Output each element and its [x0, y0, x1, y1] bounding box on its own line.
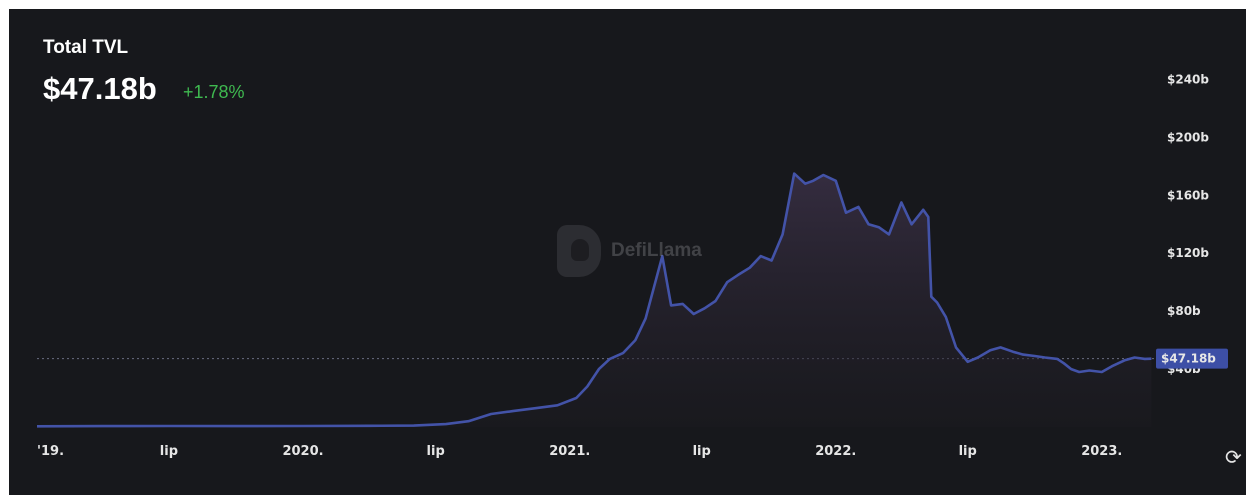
current-value-marker: $47.18b	[1156, 348, 1228, 369]
tvl-area	[37, 173, 1152, 427]
chart-title: Total TVL	[43, 37, 129, 58]
x-tick-label: 2021.	[549, 444, 590, 459]
tvl-value: $47.18b	[43, 71, 157, 106]
x-axis: '19. lip 2020. lip 2021. lip 2022. lip 2023.	[37, 444, 1122, 459]
x-tick-label: lip	[959, 444, 977, 459]
y-tick-label: $120b	[1167, 246, 1209, 260]
tvl-change: +1.78%	[183, 82, 245, 102]
y-tick-label: $80b	[1167, 304, 1201, 318]
refresh-icon[interactable]: ⟳	[1225, 447, 1242, 469]
watermark-text: DefiLlama	[611, 240, 702, 261]
y-tick-label: $200b	[1167, 130, 1209, 144]
x-tick-label: 2023.	[1081, 444, 1122, 459]
x-tick-label: lip	[160, 444, 178, 459]
x-tick-label: lip	[693, 444, 711, 459]
x-tick-label: '19.	[37, 444, 64, 459]
y-axis: $40b$80b$120b$160b$200b$240b	[1167, 72, 1209, 376]
current-value-label: $47.18b	[1161, 352, 1216, 366]
tvl-chart: $40b$80b$120b$160b$200b$240b '19. lip 2020…	[36, 72, 1228, 459]
x-tick-label: lip	[427, 444, 445, 459]
current-value-badge	[1156, 348, 1228, 369]
llama-logo-icon	[557, 225, 601, 277]
chart-panel: $40b $80b $120b $160b $200b $240b '19. lip 2020…	[9, 9, 1246, 495]
y-tick-label: $160b	[1167, 188, 1209, 202]
tvl-line	[36, 172, 1152, 428]
y-tick-label: $240b	[1167, 72, 1209, 86]
watermark: DefiLlama	[557, 225, 702, 277]
x-tick-label: 2022.	[815, 444, 856, 459]
x-tick-label: 2020.	[282, 444, 323, 459]
